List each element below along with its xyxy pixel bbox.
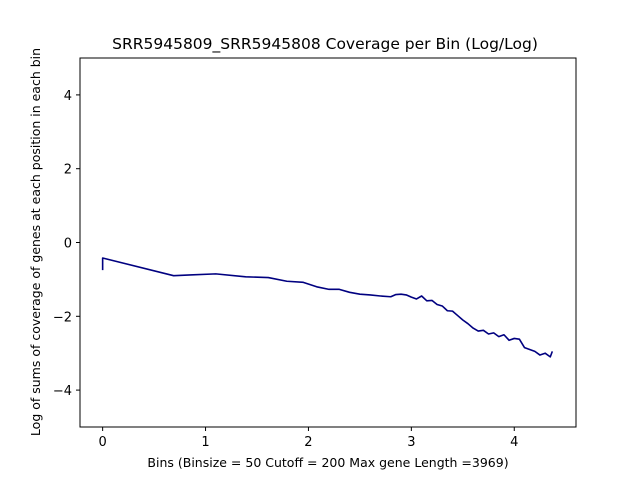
x-axis-label: Bins (Binsize = 50 Cutoff = 200 Max gene… [147, 455, 508, 470]
series-lines [101, 257, 554, 358]
plot-frame [79, 57, 577, 428]
chart-title: SRR5945809_SRR5945808 Coverage per Bin (… [112, 35, 538, 54]
y-tick-label: −2 [53, 310, 72, 325]
axis-ticks: 0 1 2 3 4 −4 −2 0 2 4 [53, 89, 519, 450]
y-tick-label: 0 [64, 237, 72, 252]
y-tick-label: −4 [53, 384, 72, 399]
y-tick-label: 2 [64, 163, 72, 178]
x-tick-label: 4 [510, 435, 518, 450]
y-tick-label: 4 [64, 89, 72, 104]
y-axis-label: Log of sums of coverage of genes at each… [28, 48, 43, 436]
x-tick-label: 0 [98, 435, 106, 450]
x-tick-label: 1 [201, 435, 209, 450]
x-tick-label: 3 [407, 435, 415, 450]
series-line-0 [101, 257, 554, 358]
x-tick-label: 2 [304, 435, 312, 450]
